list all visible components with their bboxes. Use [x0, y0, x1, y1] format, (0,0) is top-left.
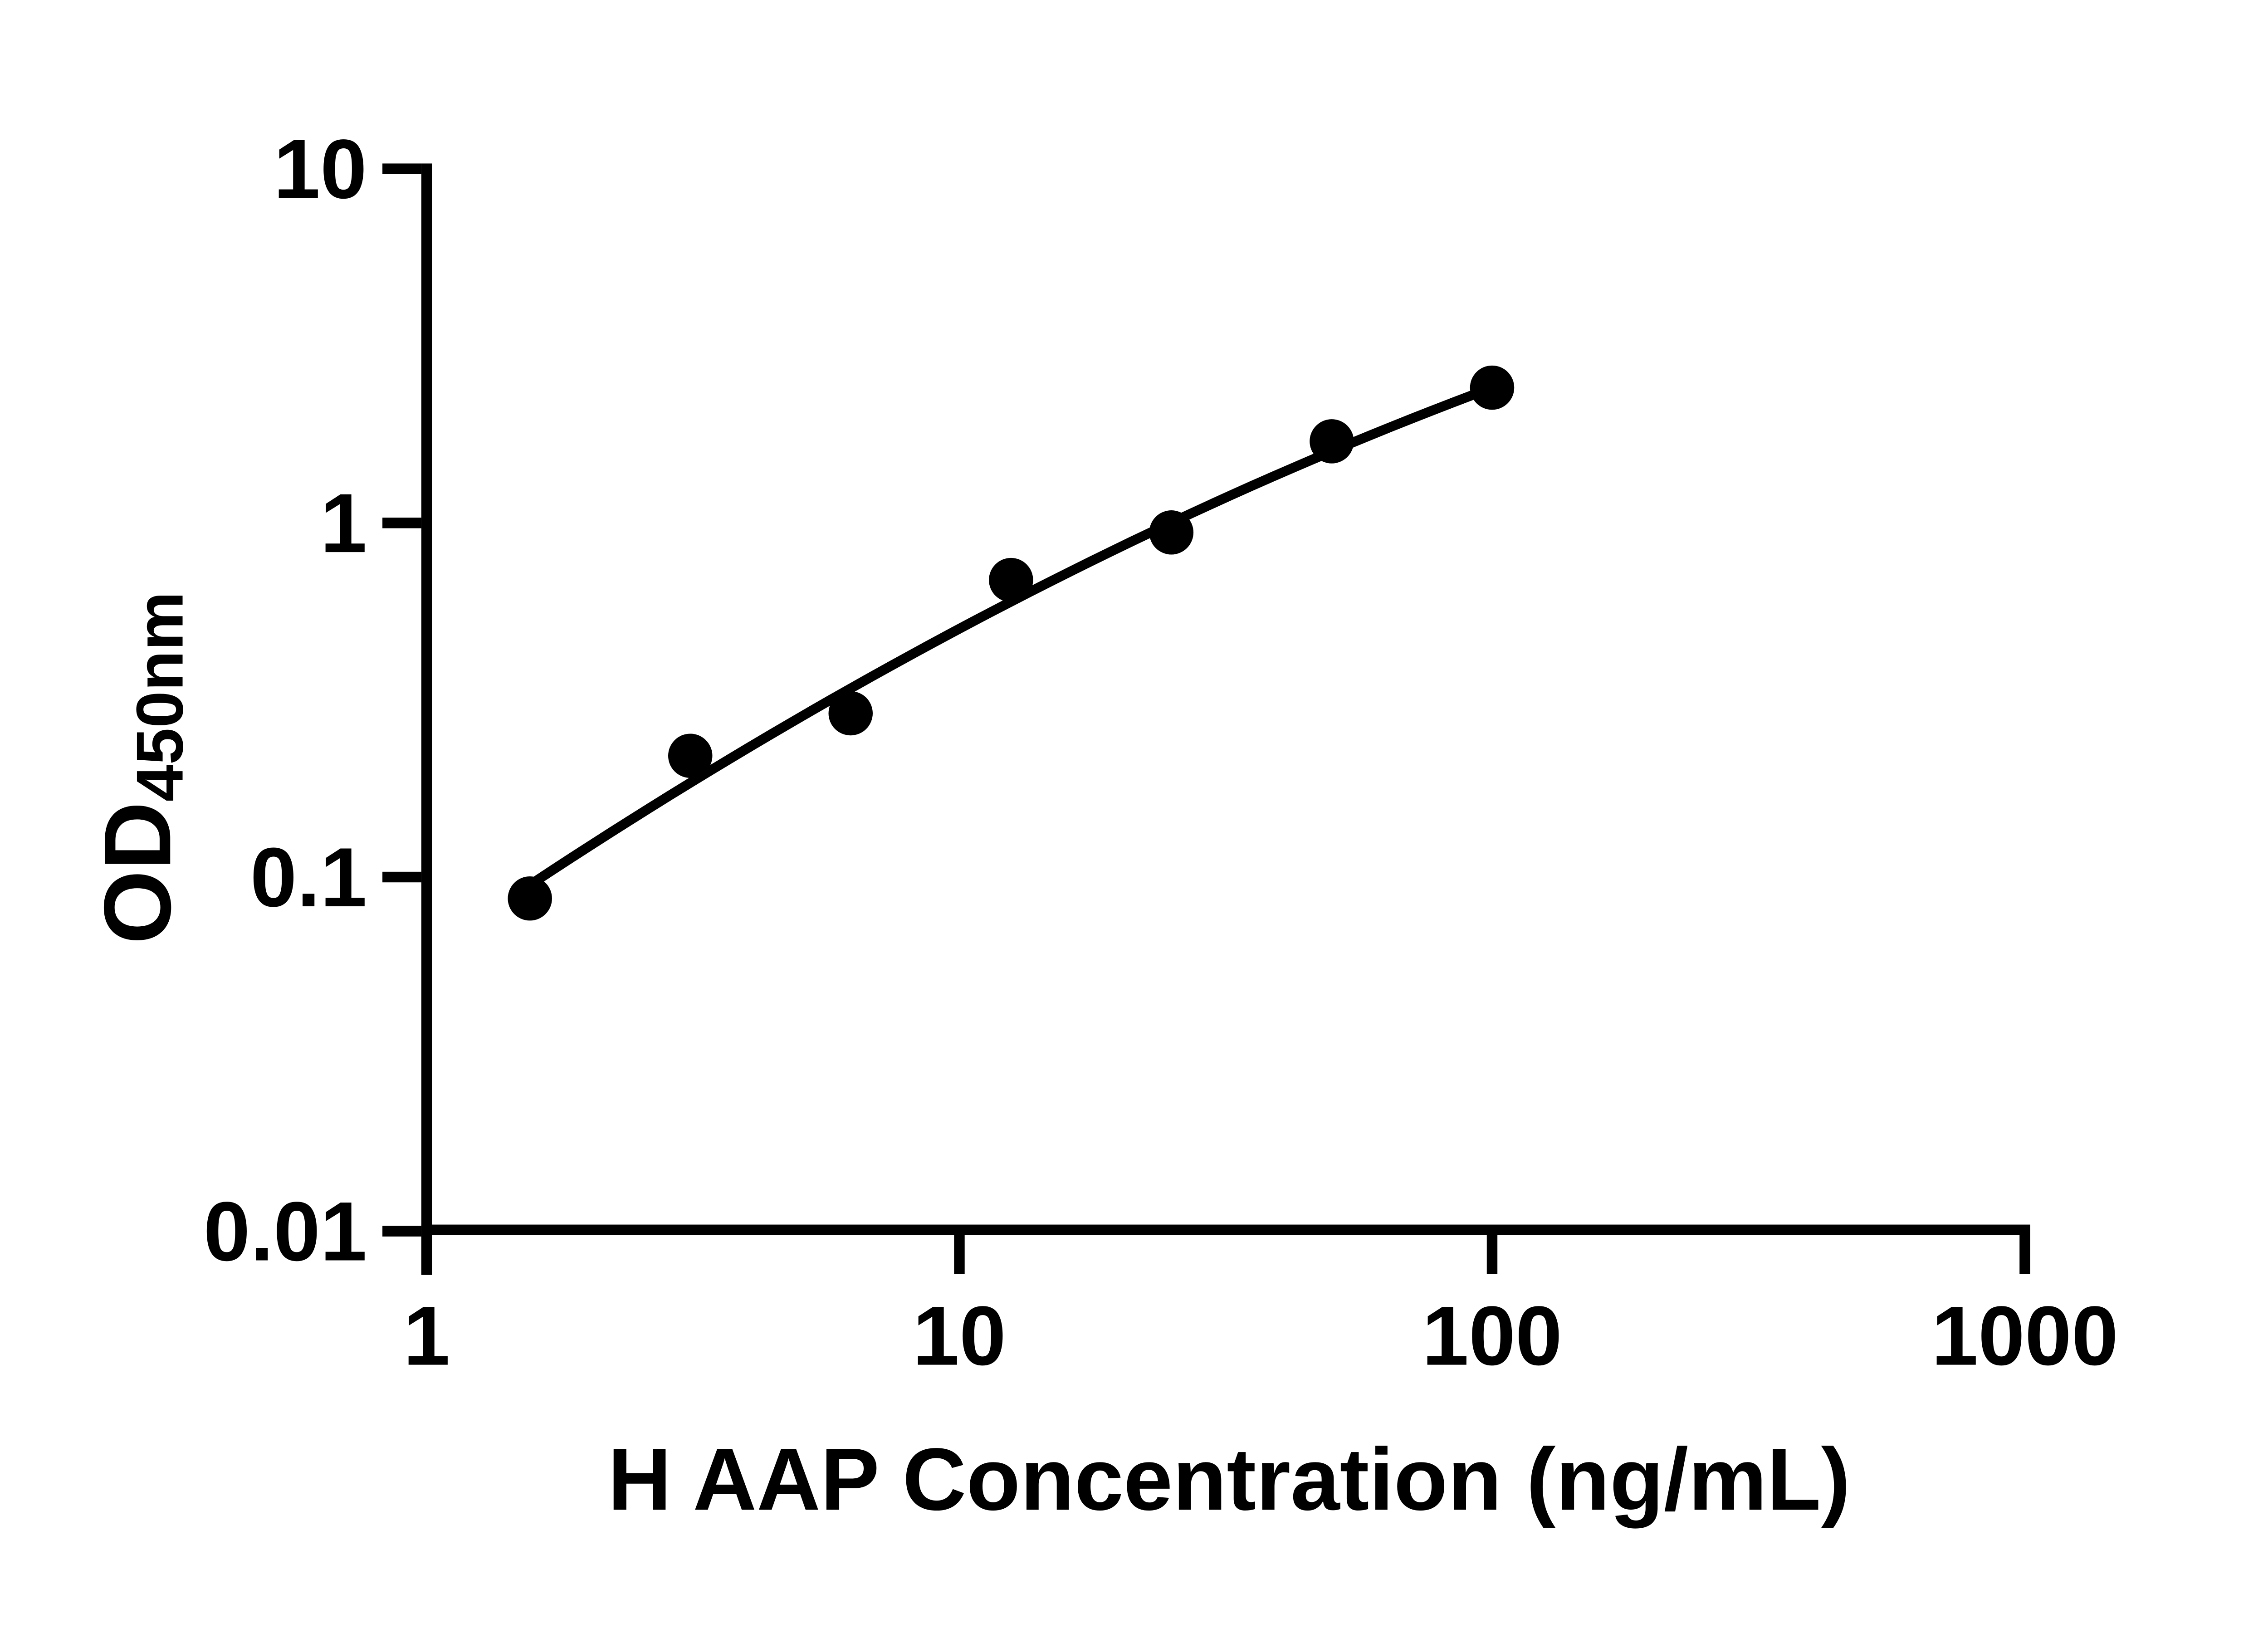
data-point-marker — [1310, 419, 1354, 464]
y-axis-title-subscript: 450nm — [123, 592, 197, 802]
tick-labels: 10 1 0.1 0.01 1 10 100 1000 — [204, 122, 2118, 1383]
x-tick-label: 10 — [913, 1289, 1006, 1383]
y-tick — [382, 518, 421, 528]
data-point-marker — [508, 876, 552, 921]
x-tick — [421, 1235, 432, 1274]
y-tick-label: 10 — [274, 122, 367, 216]
y-tick — [382, 871, 421, 883]
y-tick — [382, 163, 421, 174]
axes — [382, 163, 2030, 1275]
y-axis-title: OD450nm — [84, 592, 196, 944]
y-tick-label: 1 — [320, 476, 367, 570]
plot-area — [508, 365, 1515, 921]
data-point-marker — [668, 733, 713, 778]
fit-curve — [525, 382, 1497, 890]
data-point-marker — [1470, 365, 1515, 410]
y-tick-label: 0.01 — [204, 1185, 367, 1279]
x-tick-label: 1 — [403, 1289, 450, 1383]
data-point-marker — [828, 691, 873, 736]
x-axis-line — [421, 1224, 2030, 1236]
x-axis-title: H AAP Concentration (ng/mL) — [608, 1430, 1851, 1529]
data-point-marker — [989, 557, 1033, 602]
y-axis-line — [421, 163, 432, 1275]
x-tick-label: 100 — [1422, 1289, 1562, 1383]
y-tick — [382, 1226, 421, 1237]
x-tick-label: 1000 — [1931, 1289, 2118, 1383]
x-tick — [954, 1235, 965, 1274]
y-axis-title-main: OD — [84, 802, 191, 944]
x-tick — [1486, 1235, 1498, 1274]
data-point-marker — [1149, 510, 1194, 555]
y-tick-label: 0.1 — [250, 831, 367, 924]
x-tick — [2019, 1235, 2030, 1274]
